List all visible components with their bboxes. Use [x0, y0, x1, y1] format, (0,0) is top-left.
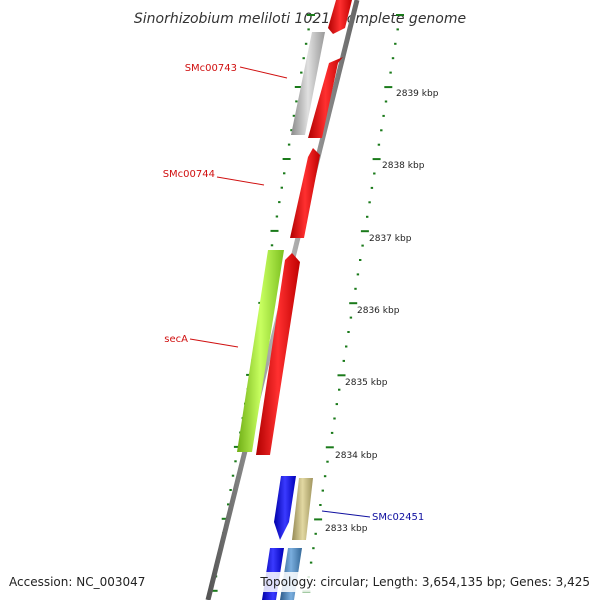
tick-track-right: [302, 14, 404, 593]
scale-label-2834: 2834 kbp: [335, 451, 378, 461]
gene-seca-red[interactable]: [256, 253, 300, 455]
gene-smc00743-gray[interactable]: [291, 32, 325, 135]
leader-smc02451: [321, 510, 371, 518]
scale-label-2838: 2838 kbp: [382, 161, 425, 171]
gene-label-smc00744[interactable]: SMc00744: [163, 169, 215, 180]
gene-khaki[interactable]: [292, 478, 313, 540]
leader-seca: [189, 338, 239, 348]
gene-label-smc02451[interactable]: SMc02451: [372, 512, 424, 523]
gene-smc02451-blue[interactable]: [274, 476, 296, 540]
footer-topology: Topology: circular; Length: 3,654,135 bp…: [259, 575, 590, 589]
scale-label-2835: 2835 kbp: [345, 378, 388, 388]
gene-seca-lime[interactable]: [237, 250, 284, 452]
gene-smc00744-red[interactable]: [290, 148, 320, 238]
map-title: Sinorhizobium meliloti 1021, complete ge…: [134, 11, 466, 27]
gene-smc00743-red[interactable]: [308, 57, 343, 138]
footer-accession: Accession: NC_003047: [9, 575, 145, 589]
scale-label-2837: 2837 kbp: [369, 234, 412, 244]
gene-label-smc00743[interactable]: SMc00743: [185, 63, 237, 74]
scale-label-2836: 2836 kbp: [357, 306, 400, 316]
scale-label-2839: 2839 kbp: [396, 89, 439, 99]
scale-label-2833: 2833 kbp: [325, 524, 368, 534]
footer-topology-bg: [258, 572, 596, 592]
gene-label-seca[interactable]: secA: [164, 334, 188, 345]
gene-top-red[interactable]: [328, 0, 352, 34]
leader-smc00743: [239, 66, 288, 79]
leader-smc00744: [216, 176, 265, 186]
